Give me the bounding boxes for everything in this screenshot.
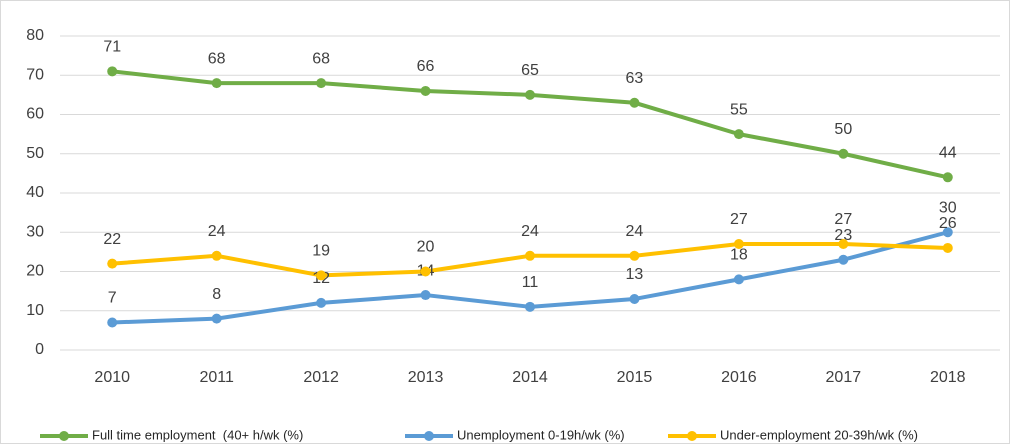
- y-tick-label: 70: [26, 66, 44, 83]
- point-marker: [629, 293, 640, 304]
- data-label: 27: [834, 211, 852, 228]
- point-marker: [107, 317, 118, 328]
- point-marker: [733, 274, 744, 285]
- point-marker: [942, 242, 953, 253]
- point-marker: [838, 148, 849, 159]
- point-marker: [733, 239, 744, 250]
- data-label: 22: [103, 231, 121, 248]
- x-tick-label: 2014: [512, 369, 548, 386]
- point-marker: [211, 250, 222, 261]
- data-label: 66: [417, 58, 435, 75]
- data-label: 30: [939, 199, 957, 216]
- data-label: 55: [730, 101, 748, 118]
- y-tick-label: 0: [35, 341, 44, 358]
- data-label: 24: [626, 223, 644, 240]
- data-label: 11: [522, 274, 539, 291]
- point-marker: [525, 89, 535, 100]
- point-marker: [733, 129, 744, 140]
- legend-label: Under-employment 20-39h/wk (%): [720, 427, 918, 442]
- point-marker: [316, 270, 327, 281]
- point-marker: [107, 258, 118, 269]
- x-tick-label: 2013: [408, 369, 444, 386]
- point-marker: [211, 78, 222, 89]
- x-tick-label: 2018: [930, 369, 966, 386]
- point-marker: [838, 239, 849, 250]
- point-marker: [107, 66, 118, 77]
- x-tick-label: 2016: [721, 369, 757, 386]
- x-tick-label: 2010: [94, 369, 130, 386]
- point-marker: [942, 227, 953, 238]
- legend-marker: [59, 431, 69, 441]
- data-label: 23: [834, 227, 852, 244]
- data-label: 13: [626, 266, 644, 283]
- point-marker: [420, 290, 431, 301]
- data-label: 65: [521, 62, 539, 79]
- y-tick-label: 50: [26, 145, 44, 162]
- legend-marker: [424, 431, 434, 441]
- y-tick-label: 60: [26, 106, 44, 123]
- data-label: 50: [834, 121, 852, 138]
- data-label: 26: [939, 215, 957, 232]
- legend-label: Unemployment 0-19h/wk (%): [457, 427, 625, 442]
- point-marker: [316, 78, 327, 89]
- x-tick-label: 2015: [617, 369, 653, 386]
- y-tick-label: 20: [26, 263, 44, 280]
- y-tick-label: 80: [26, 27, 44, 44]
- data-label: 19: [312, 243, 330, 260]
- data-label: 68: [312, 50, 330, 67]
- point-marker: [629, 250, 640, 261]
- point-marker: [420, 85, 431, 96]
- point-marker: [211, 313, 222, 324]
- point-marker: [316, 297, 327, 308]
- data-label: 44: [939, 145, 957, 162]
- data-label: 18: [730, 247, 748, 264]
- legend-marker: [687, 431, 697, 441]
- y-tick-label: 30: [26, 223, 44, 240]
- data-label: 20: [417, 239, 435, 256]
- legend-label: Full time employment (40+ h/wk (%): [92, 427, 303, 442]
- data-label: 27: [730, 211, 748, 228]
- x-tick-label: 2011: [199, 369, 234, 386]
- x-tick-label: 2017: [826, 369, 862, 386]
- point-marker: [838, 254, 849, 265]
- point-marker: [629, 97, 640, 108]
- data-label: 8: [212, 286, 221, 303]
- point-marker: [525, 301, 535, 312]
- point-marker: [942, 172, 953, 183]
- data-label: 71: [103, 39, 121, 56]
- point-marker: [525, 250, 535, 261]
- data-label: 24: [521, 223, 539, 240]
- data-label: 24: [208, 223, 226, 240]
- point-marker: [420, 266, 431, 277]
- y-tick-label: 10: [26, 302, 44, 319]
- data-label: 63: [626, 70, 644, 87]
- data-label: 7: [108, 290, 117, 307]
- x-tick-label: 2012: [303, 369, 339, 386]
- data-label: 68: [208, 50, 226, 67]
- y-tick-label: 40: [26, 184, 44, 201]
